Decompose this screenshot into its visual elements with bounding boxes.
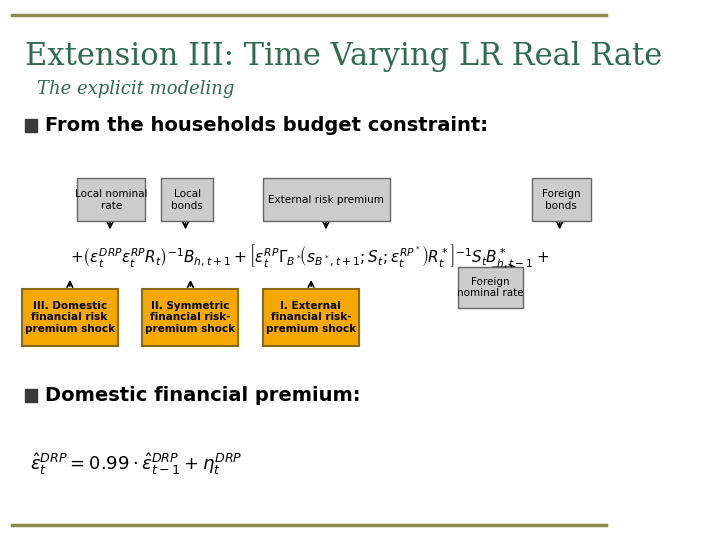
FancyBboxPatch shape (532, 178, 590, 221)
Text: Extension III: Time Varying LR Real Rate: Extension III: Time Varying LR Real Rate (24, 41, 662, 72)
Text: From the households budget constraint:: From the households budget constraint: (45, 116, 487, 135)
FancyBboxPatch shape (263, 289, 359, 346)
Text: Domestic financial premium:: Domestic financial premium: (45, 386, 360, 405)
Text: $+\left(\varepsilon_t^{DRP}\varepsilon_t^{RP}R_t\right)^{-1}B_{h,t+1}+\left[\var: $+\left(\varepsilon_t^{DRP}\varepsilon_t… (70, 242, 549, 271)
Text: Foreign
nominal rate: Foreign nominal rate (456, 276, 523, 298)
Text: Local
bonds: Local bonds (171, 189, 203, 211)
Text: II. Symmetric
financial risk-
premium shock: II. Symmetric financial risk- premium sh… (145, 301, 235, 334)
Text: The explicit modeling: The explicit modeling (37, 80, 235, 98)
FancyBboxPatch shape (143, 289, 238, 346)
FancyBboxPatch shape (77, 178, 145, 221)
FancyBboxPatch shape (22, 289, 117, 346)
FancyBboxPatch shape (263, 178, 390, 221)
Text: Foreign
bonds: Foreign bonds (542, 189, 580, 211)
Text: $\hat{\varepsilon}_t^{DRP} = 0.99 \cdot \hat{\varepsilon}_{t-1}^{DRP} + \eta_t^{: $\hat{\varepsilon}_t^{DRP} = 0.99 \cdot … (30, 451, 243, 477)
FancyBboxPatch shape (161, 178, 213, 221)
Text: External risk premium: External risk premium (269, 195, 384, 205)
Text: I. External
financial risk-
premium shock: I. External financial risk- premium shoc… (266, 301, 356, 334)
FancyBboxPatch shape (458, 267, 523, 308)
Text: III. Domestic
financial risk
premium shock: III. Domestic financial risk premium sho… (24, 301, 114, 334)
Text: Local nominal
rate: Local nominal rate (75, 189, 148, 211)
Bar (24, 389, 37, 402)
Bar (24, 119, 37, 132)
